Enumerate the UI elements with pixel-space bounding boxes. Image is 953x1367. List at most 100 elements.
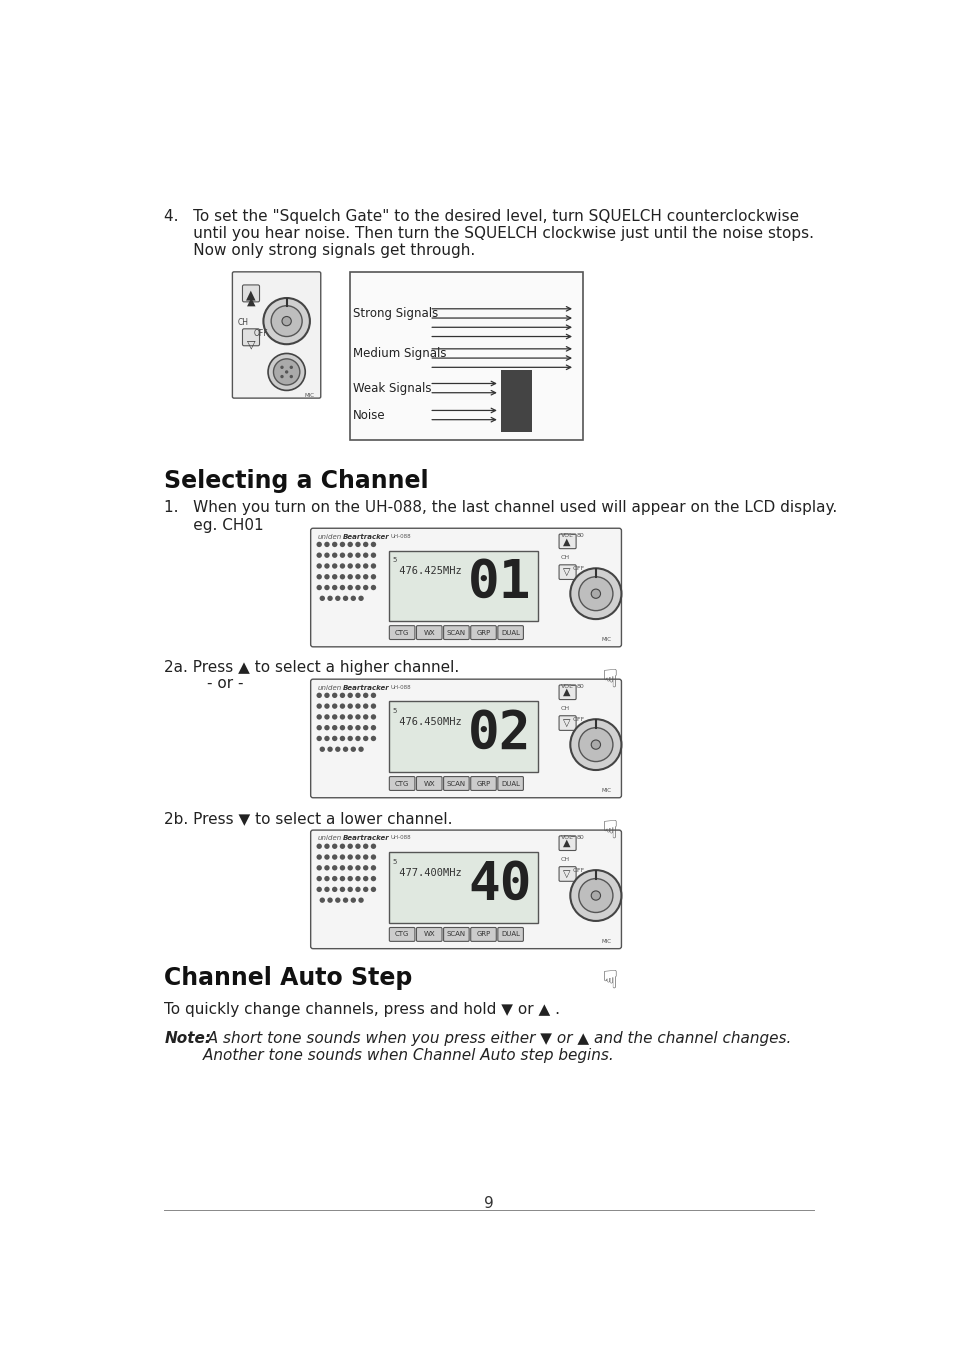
Text: uniden: uniden (317, 685, 341, 690)
Circle shape (570, 719, 620, 770)
FancyBboxPatch shape (311, 830, 620, 949)
Circle shape (332, 552, 337, 558)
Circle shape (324, 865, 330, 871)
Circle shape (347, 541, 353, 547)
Circle shape (371, 704, 375, 709)
Text: UH-088: UH-088 (390, 835, 411, 841)
Circle shape (355, 843, 360, 849)
Circle shape (591, 891, 599, 899)
Circle shape (371, 693, 375, 699)
Text: MIC: MIC (600, 939, 611, 945)
Circle shape (282, 317, 291, 325)
Circle shape (335, 898, 340, 902)
Text: OFF: OFF (572, 566, 584, 571)
Text: CTG: CTG (395, 931, 409, 938)
Circle shape (324, 585, 330, 591)
Circle shape (362, 854, 368, 860)
FancyBboxPatch shape (558, 534, 576, 548)
Text: CH: CH (237, 319, 249, 327)
Circle shape (570, 569, 620, 619)
Circle shape (332, 541, 337, 547)
Circle shape (324, 843, 330, 849)
Text: 40: 40 (468, 858, 531, 910)
Text: CH: CH (559, 857, 569, 863)
Circle shape (339, 725, 345, 730)
FancyBboxPatch shape (558, 835, 576, 850)
FancyBboxPatch shape (558, 867, 576, 882)
Text: 5: 5 (393, 708, 396, 714)
Circle shape (332, 714, 337, 719)
FancyBboxPatch shape (389, 927, 415, 942)
Circle shape (324, 735, 330, 741)
Text: Strong Signals: Strong Signals (353, 308, 438, 320)
Circle shape (570, 871, 620, 921)
Circle shape (274, 360, 299, 385)
Circle shape (358, 746, 363, 752)
Circle shape (371, 725, 375, 730)
Circle shape (339, 574, 345, 580)
Circle shape (319, 898, 325, 902)
Circle shape (355, 735, 360, 741)
Text: ▲: ▲ (246, 288, 255, 302)
Text: 4.   To set the "Squelch Gate" to the desired level, turn SQUELCH counterclockwi: 4. To set the "Squelch Gate" to the desi… (164, 209, 799, 224)
Text: 80: 80 (576, 835, 583, 839)
FancyBboxPatch shape (443, 927, 469, 942)
Text: 02: 02 (468, 708, 531, 760)
Circle shape (347, 704, 353, 709)
Circle shape (578, 727, 612, 761)
Text: 1.   When you turn on the UH-088, the last channel used will appear on the LCD d: 1. When you turn on the UH-088, the last… (164, 500, 837, 515)
Text: uniden: uniden (317, 533, 341, 540)
Circle shape (316, 541, 321, 547)
Text: Channel Auto Step: Channel Auto Step (164, 966, 412, 990)
FancyBboxPatch shape (242, 284, 259, 302)
Circle shape (371, 865, 375, 871)
Circle shape (578, 879, 612, 913)
FancyBboxPatch shape (558, 716, 576, 730)
Circle shape (362, 887, 368, 893)
Circle shape (371, 552, 375, 558)
Circle shape (347, 843, 353, 849)
Circle shape (324, 714, 330, 719)
Circle shape (332, 887, 337, 893)
Circle shape (316, 735, 321, 741)
Text: CH: CH (559, 707, 569, 711)
Circle shape (347, 876, 353, 882)
FancyBboxPatch shape (389, 626, 415, 640)
Text: DUAL: DUAL (500, 931, 519, 938)
Text: To quickly change channels, press and hold ▼ or ▲ .: To quickly change channels, press and ho… (164, 1002, 559, 1017)
Circle shape (263, 298, 310, 344)
Text: SCAN: SCAN (446, 630, 465, 636)
Text: Weak Signals: Weak Signals (353, 381, 432, 395)
Circle shape (371, 574, 375, 580)
Text: VOL: VOL (560, 835, 573, 839)
Text: Another tone sounds when Channel Auto step begins.: Another tone sounds when Channel Auto st… (164, 1048, 614, 1064)
Text: ▽: ▽ (563, 718, 570, 729)
Circle shape (355, 876, 360, 882)
Text: Medium Signals: Medium Signals (353, 347, 446, 361)
Text: 5: 5 (393, 858, 396, 864)
Text: UH-088: UH-088 (390, 685, 411, 689)
FancyBboxPatch shape (416, 927, 441, 942)
FancyBboxPatch shape (558, 685, 576, 700)
Circle shape (355, 865, 360, 871)
Circle shape (355, 704, 360, 709)
Circle shape (355, 714, 360, 719)
FancyBboxPatch shape (558, 565, 576, 580)
Text: SCAN: SCAN (446, 931, 465, 938)
FancyBboxPatch shape (497, 626, 523, 640)
Text: WX: WX (423, 781, 435, 786)
Text: OFF: OFF (572, 716, 584, 722)
Circle shape (350, 746, 355, 752)
Text: 80: 80 (576, 533, 583, 537)
Circle shape (324, 574, 330, 580)
Circle shape (316, 714, 321, 719)
FancyBboxPatch shape (242, 329, 259, 346)
Text: eg. CH01: eg. CH01 (164, 518, 264, 533)
Circle shape (332, 574, 337, 580)
Circle shape (316, 854, 321, 860)
Circle shape (342, 746, 348, 752)
Text: 477.400MHz: 477.400MHz (393, 868, 461, 878)
Text: VOL: VOL (560, 533, 573, 537)
Circle shape (355, 854, 360, 860)
Circle shape (335, 746, 340, 752)
